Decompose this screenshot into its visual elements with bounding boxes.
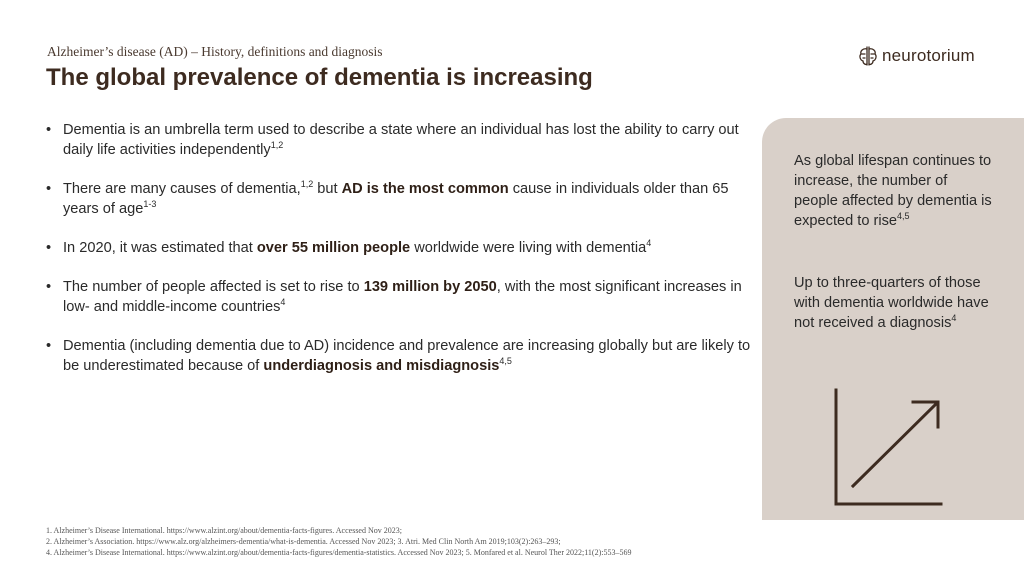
trend-up-chart-icon (834, 388, 943, 506)
reference-line: 4. Alzheimer’s Disease International. ht… (46, 548, 632, 557)
bullet-text: worldwide were living with dementia (410, 240, 647, 256)
citation: 1,2 (300, 179, 314, 190)
slide-title: The global prevalence of dementia is inc… (46, 64, 593, 91)
bullet-emphasis: 139 million by 2050 (363, 279, 497, 295)
slide-subtitle: Alzheimer’s disease (AD) – History, defi… (47, 44, 383, 59)
logo-text: neurotorium (882, 46, 975, 65)
bullet-item: There are many causes of dementia,1,2 bu… (46, 179, 766, 219)
bullet-text: There are many causes of dementia, (63, 181, 301, 197)
bullet-item: In 2020, it was estimated that over 55 m… (46, 238, 766, 258)
bullet-item: Dementia is an umbrella term used to des… (46, 120, 766, 160)
callout-panel: As global lifespan continues to increase… (762, 118, 1024, 520)
bullet-text: cause in individuals older than 65 years… (63, 181, 729, 217)
bullet-list: Dementia is an umbrella term used to des… (46, 120, 766, 395)
bullet-text: In 2020, it was estimated that (63, 240, 257, 256)
citation: 1,2 (270, 140, 284, 151)
citation: 4 (280, 297, 286, 308)
neurotorium-logo-icon (858, 45, 878, 67)
reference-line: 1. Alzheimer’s Disease International. ht… (46, 526, 402, 535)
citation: 4,5 (897, 211, 910, 222)
bullet-text: The number of people affected is set to … (63, 279, 364, 295)
bullet-emphasis: over 55 million people (256, 240, 411, 256)
reference-line: 2. Alzheimer’s Association. https://www.… (46, 537, 561, 546)
bullet-text: , with the most significant increases in… (63, 279, 742, 315)
bullet-item: Dementia (including dementia due to AD) … (46, 336, 766, 376)
callout-text-lifespan: As global lifespan continues to increase… (794, 151, 994, 231)
citation: 4,5 (499, 356, 512, 367)
bullet-item: The number of people affected is set to … (46, 277, 766, 317)
bullet-emphasis: AD is the most common (341, 181, 509, 197)
callout-text: Up to three-quarters of those with demen… (794, 275, 989, 331)
bullet-text: Dementia (including dementia due to AD) … (63, 338, 751, 374)
references: 1. Alzheimer’s Disease International. ht… (46, 525, 786, 558)
citation: 4 (951, 313, 957, 324)
callout-text-diagnosis: Up to three-quarters of those with demen… (794, 273, 994, 333)
bullet-text: Dementia is an umbrella term used to des… (63, 122, 739, 158)
citation: 4 (646, 238, 652, 249)
bullet-emphasis: underdiagnosis and misdiagnosis (263, 358, 500, 374)
callout-text: As global lifespan continues to increase… (794, 153, 992, 229)
brand-logo: neurotorium (858, 44, 975, 68)
citation: 1-3 (143, 199, 157, 210)
bullet-text: but (313, 181, 342, 197)
